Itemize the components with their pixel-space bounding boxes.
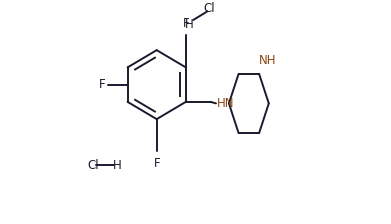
Text: H: H: [185, 18, 194, 31]
Text: Cl: Cl: [204, 2, 215, 15]
Text: H: H: [113, 159, 121, 172]
Text: F: F: [183, 17, 189, 30]
Text: Cl: Cl: [87, 159, 99, 172]
Text: NH: NH: [259, 54, 276, 67]
Text: F: F: [153, 157, 160, 170]
Text: HN: HN: [217, 97, 235, 110]
Text: F: F: [99, 78, 106, 91]
